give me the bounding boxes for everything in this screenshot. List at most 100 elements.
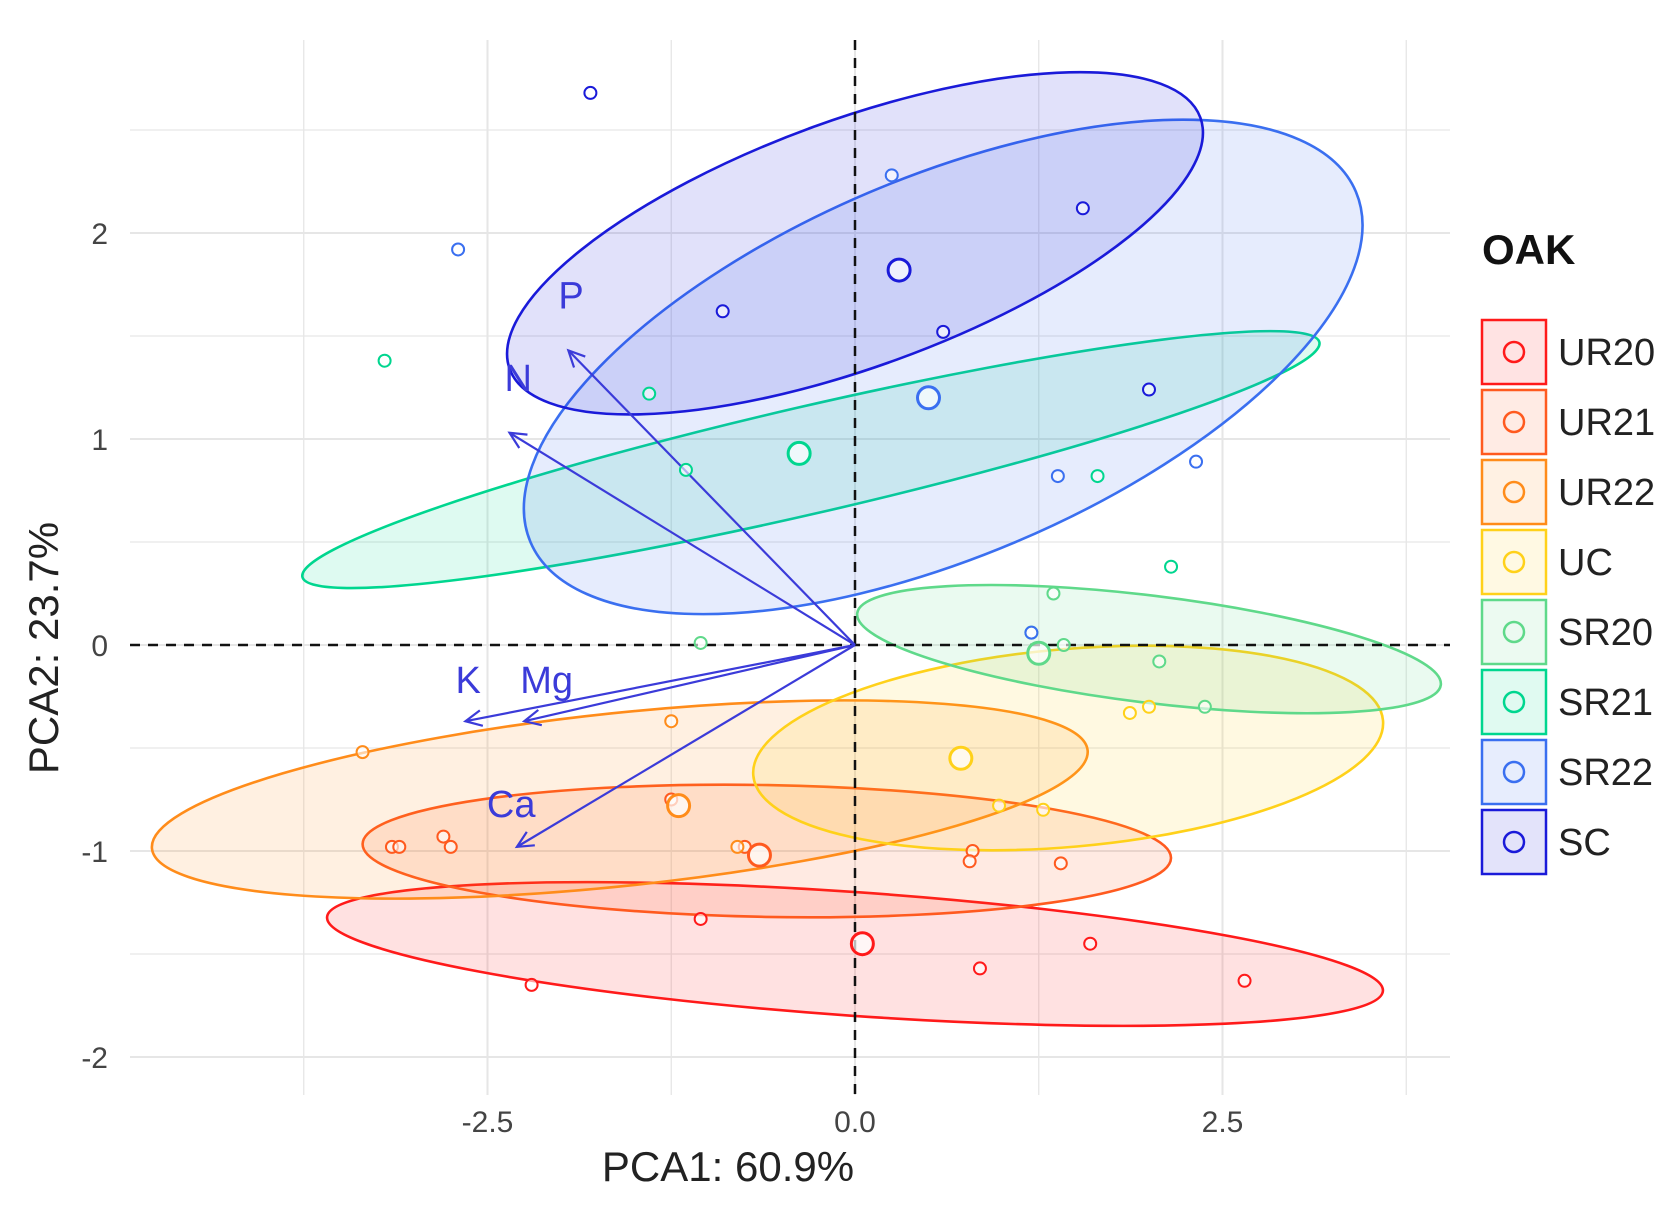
legend-key-sc (1480, 808, 1548, 876)
legend-label-ur22: UR22 (1558, 472, 1655, 514)
legend-key-sr20 (1480, 598, 1548, 666)
point-sc (1075, 201, 1090, 216)
ellipse-ur20 (325, 880, 1385, 1028)
centroid-sr21 (786, 440, 812, 466)
y-tick-label: -2 (81, 1042, 108, 1075)
centroid-ur21 (746, 842, 772, 868)
point-sr22 (884, 168, 899, 183)
legend-key-ur20 (1480, 318, 1548, 386)
ellipse-sr22 (522, 118, 1364, 616)
legend-label-ur21: UR21 (1558, 402, 1655, 444)
legend-label-sr20: SR20 (1558, 612, 1653, 654)
point-ur20 (1237, 973, 1252, 988)
axis-ticks: -2.5 0.0 2.5 -2 -1 0 1 2 (81, 218, 1243, 1139)
ellipse-sr20 (855, 583, 1443, 715)
loading-label-k: K (455, 660, 480, 702)
loading-arrowhead-p (566, 348, 586, 368)
point-sr20 (1197, 699, 1212, 714)
y-tick-label: 2 (91, 218, 108, 251)
legend-label-sr22: SR22 (1558, 752, 1653, 794)
point-ur20 (693, 911, 708, 926)
x-tick-label: 0.0 (834, 1106, 876, 1139)
legend: OAK UR20 UR21 UR22 UC SR20 SR21 SR22 SC (1480, 226, 1655, 876)
point-ur20 (524, 977, 539, 992)
legend-label-sc: SC (1558, 822, 1611, 864)
legend-key-sr22 (1480, 738, 1548, 806)
reference-lines (130, 40, 1450, 1095)
ellipse-sr21 (300, 329, 1321, 590)
legend-swatch-sc (1502, 830, 1526, 854)
confidence-ellipses (150, 70, 1443, 1028)
point-sr20 (1152, 654, 1167, 669)
point-ur21 (436, 829, 451, 844)
legend-key-uc (1480, 528, 1548, 596)
x-tick-label: -2.5 (462, 1106, 514, 1139)
point-sr22 (1024, 625, 1039, 640)
legend-key-ur22 (1480, 458, 1548, 526)
legend-swatch-sr22 (1502, 760, 1526, 784)
loading-arrow-mg (524, 643, 856, 723)
legend-swatch-ur21 (1502, 410, 1526, 434)
centroid-ur20 (849, 931, 875, 957)
legend-label-sr21: SR21 (1558, 682, 1653, 724)
point-uc (992, 798, 1007, 813)
point-ur22 (730, 839, 745, 854)
point-sr20 (693, 635, 708, 650)
loading-arrows: PN K Mg Ca (455, 275, 856, 849)
centroid-uc (948, 745, 974, 771)
centroid-sr22 (916, 385, 941, 411)
point-sr20 (1056, 638, 1071, 652)
y-tick-label: -1 (81, 836, 108, 869)
y-axis-title: PCA2: 23.7% (20, 522, 67, 774)
sample-points (355, 85, 1252, 992)
loading-arrowhead-mg (521, 709, 543, 727)
loading-label-mg: Mg (520, 660, 573, 702)
legend-swatch-sr20 (1502, 620, 1526, 644)
point-ur21 (443, 839, 458, 854)
legend-swatch-sr21 (1502, 690, 1526, 714)
point-sr21 (377, 353, 392, 368)
point-ur20 (1083, 936, 1098, 951)
loading-arrow-n (508, 431, 856, 646)
point-sr21 (1164, 559, 1179, 574)
legend-key-ur21 (1480, 388, 1548, 456)
point-sc (936, 324, 951, 339)
point-sr20 (1046, 586, 1061, 601)
point-sr22 (1050, 469, 1065, 484)
legend-label-uc: UC (1558, 542, 1613, 584)
loading-label-n: N (505, 358, 532, 400)
point-sr21 (1090, 469, 1105, 484)
loading-label-p: P (558, 275, 583, 317)
legend-swatch-ur22 (1502, 480, 1526, 504)
point-uc (1036, 802, 1051, 817)
loading-arrow-p (567, 349, 856, 646)
point-sr22 (451, 242, 466, 257)
y-tick-label: 1 (91, 424, 108, 457)
point-sc (715, 304, 730, 319)
y-tick-label: 0 (91, 630, 108, 663)
point-ur20 (972, 961, 987, 976)
x-axis-title: PCA1: 60.9% (602, 1143, 854, 1190)
point-uc (1142, 699, 1156, 714)
loading-arrowhead-ca (514, 831, 535, 849)
loading-arrowhead-n (507, 431, 528, 449)
point-ur22 (664, 714, 679, 729)
point-sc (1142, 382, 1156, 397)
point-ur22 (355, 745, 370, 760)
centroid-ur22 (666, 793, 692, 819)
legend-title: OAK (1482, 226, 1575, 273)
loading-label-ca: Ca (487, 784, 536, 826)
point-sr22 (1189, 454, 1204, 469)
loading-arrow-ca (516, 644, 856, 848)
legend-key-sr21 (1480, 668, 1548, 736)
x-tick-label: 2.5 (1202, 1106, 1244, 1139)
point-sr21 (678, 462, 693, 477)
point-ur21 (962, 854, 977, 869)
centroid-sr20 (1026, 640, 1052, 666)
point-uc (1122, 705, 1137, 720)
legend-swatch-ur20 (1502, 340, 1526, 364)
point-sc (583, 85, 598, 100)
point-ur21 (1053, 856, 1068, 871)
centroid-sc (886, 257, 912, 283)
